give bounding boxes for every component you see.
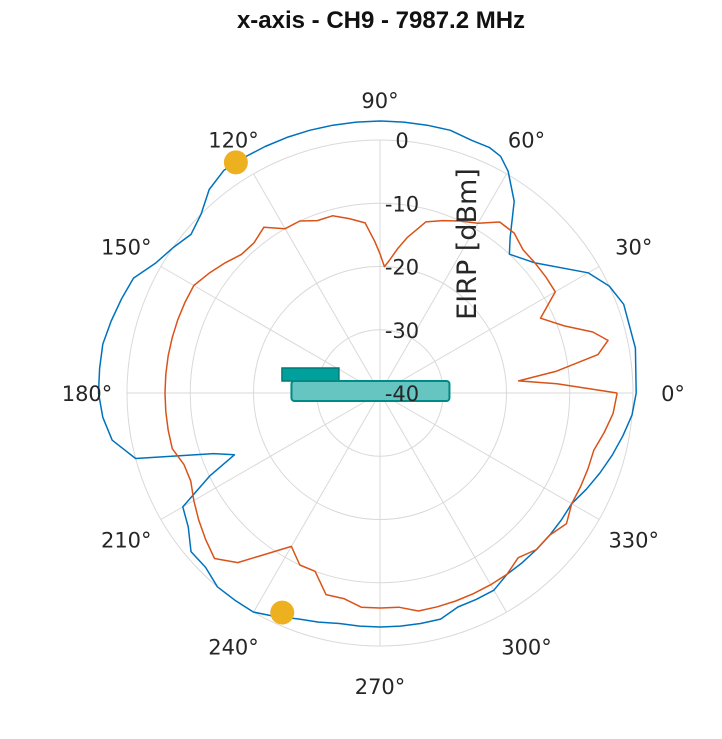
series-layer xyxy=(97,120,637,628)
theta-tick-label: 120° xyxy=(208,128,259,152)
chart-title: x-axis - CH9 - 7987.2 MHz xyxy=(237,7,525,34)
grid-spoke xyxy=(253,392,381,613)
grid-spoke xyxy=(160,392,381,520)
marker-layer xyxy=(223,150,295,625)
theta-tick-label: 300° xyxy=(501,636,552,660)
label-layer: 0° 30° 60° 90° 120° 150° 180° 210° 240° 270° 300° 3… xyxy=(62,89,685,699)
bar-2 xyxy=(290,380,451,402)
bar-layer xyxy=(281,367,451,402)
theta-tick-label: 0° xyxy=(661,382,685,406)
r-axis-label: EIRP [dBm] xyxy=(452,168,483,320)
r-tick-label: -20 xyxy=(385,256,419,280)
bar-1 xyxy=(281,367,340,382)
marker-1 xyxy=(223,150,248,175)
polar-grid xyxy=(126,139,634,647)
theta-tick-label: 150° xyxy=(101,236,152,260)
grid-spoke xyxy=(160,266,381,394)
r-tick-label: -10 xyxy=(385,192,419,216)
theta-tick-label: 270° xyxy=(355,675,406,699)
grid-spoke xyxy=(379,392,600,520)
grid-spoke xyxy=(379,173,507,394)
theta-tick-label: 60° xyxy=(508,128,545,152)
theta-tick-label: 330° xyxy=(608,529,659,553)
theta-tick-label: 90° xyxy=(361,89,398,113)
theta-tick-label: 240° xyxy=(208,636,259,660)
r-tick-label: -40 xyxy=(385,382,419,406)
marker-2 xyxy=(270,600,295,625)
grid-spoke xyxy=(253,173,381,394)
grid-spoke xyxy=(379,392,507,613)
r-tick-label: 0 xyxy=(395,129,408,153)
series-line-2 xyxy=(164,215,618,612)
r-tick-label: -30 xyxy=(385,319,419,343)
theta-tick-label: 210° xyxy=(101,529,152,553)
theta-tick-label: 30° xyxy=(615,236,652,260)
series-line-1 xyxy=(97,120,637,628)
grid-spoke xyxy=(379,266,600,394)
theta-tick-label: 180° xyxy=(62,382,113,406)
